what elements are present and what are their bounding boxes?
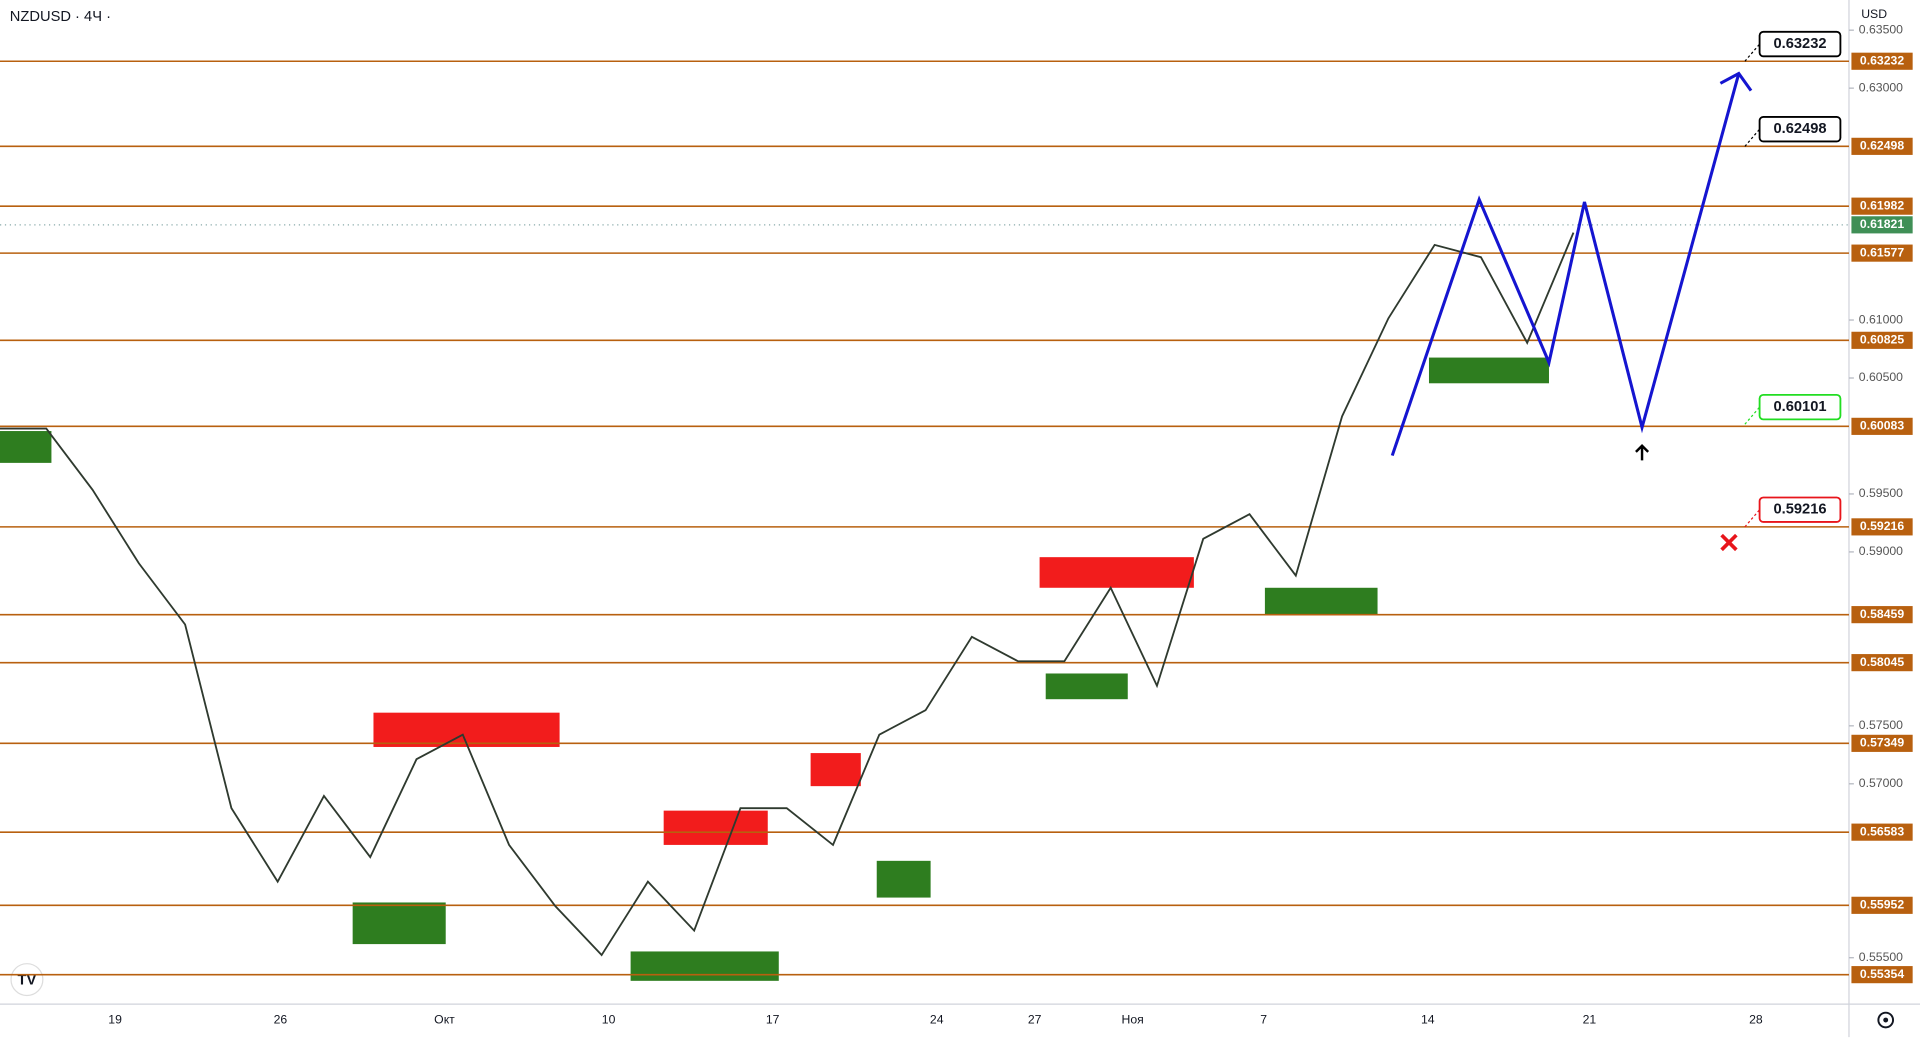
callout-label: 0.60101 <box>1773 399 1826 415</box>
y-tick-label: 0.57000 <box>1859 776 1903 790</box>
level-label: 0.62498 <box>1860 139 1904 153</box>
forecast-path <box>1390 73 1741 457</box>
level-label: 0.60083 <box>1860 419 1904 433</box>
level-label-bg <box>1851 197 1913 215</box>
callout-pointer <box>1744 43 1761 62</box>
svg-text:TV: TV <box>18 973 37 989</box>
level-label-bg <box>1851 518 1913 536</box>
logo: TV <box>10 963 44 997</box>
callout-box <box>1758 30 1842 58</box>
y-tick-label: 0.55500 <box>1859 950 1903 964</box>
x-tick-label: Ноя <box>1122 1012 1144 1026</box>
level-label: 0.55354 <box>1860 967 1904 981</box>
stop-mark <box>1720 533 1738 552</box>
level-label-bg <box>1851 52 1913 70</box>
level-label-bg <box>1851 654 1913 672</box>
level-label-bg <box>1851 137 1913 155</box>
callout-label: 0.63232 <box>1773 36 1826 52</box>
x-tick-label: 28 <box>1749 1012 1763 1026</box>
level-label: 0.63232 <box>1860 53 1904 67</box>
callout-pointer <box>1744 128 1761 147</box>
forecast-arrowhead <box>1719 71 1753 92</box>
x-tick-label: 26 <box>274 1012 288 1026</box>
x-tick-label: Окт <box>434 1012 455 1026</box>
callout-label: 0.59216 <box>1773 502 1826 518</box>
y-tick-label: 0.59500 <box>1859 486 1903 500</box>
y-tick-label: 0.57500 <box>1859 718 1903 732</box>
settings-button[interactable] <box>1877 1011 1895 1029</box>
callout-box <box>1758 116 1842 143</box>
level-label-bg <box>1851 823 1913 841</box>
y-tick-label: 0.63500 <box>1859 22 1903 36</box>
callout-pointer <box>1744 509 1761 528</box>
level-label-bg <box>1851 896 1913 914</box>
x-tick-label: 10 <box>602 1012 616 1026</box>
level-label: 0.58045 <box>1860 655 1904 669</box>
symbol: NZDUSD · 4Ч · <box>10 9 111 25</box>
x-tick-label: 17 <box>766 1012 780 1026</box>
current-price-label: 0.61821 <box>1860 217 1904 231</box>
level-label-bg <box>1851 417 1913 435</box>
y-tick-label: 0.59000 <box>1859 544 1903 558</box>
price-line <box>0 232 1575 957</box>
level-label: 0.57349 <box>1860 736 1904 750</box>
level-label-bg <box>1851 331 1913 349</box>
callout-pointer <box>1744 406 1761 425</box>
x-tick-label: 24 <box>930 1012 944 1026</box>
level-label: 0.61577 <box>1860 245 1904 259</box>
level-label-bg <box>1851 606 1913 624</box>
x-tick-label: 27 <box>1028 1012 1042 1026</box>
currency[interactable]: USD <box>1861 7 1887 21</box>
current-price-bg <box>1851 216 1913 234</box>
x-tick-label: 19 <box>108 1012 122 1026</box>
level-label-bg <box>1851 734 1913 752</box>
x-tick-label: 21 <box>1583 1012 1597 1026</box>
y-tick-label: 0.61000 <box>1859 312 1903 326</box>
callout-box <box>1758 393 1842 421</box>
level-label: 0.59216 <box>1860 519 1904 533</box>
level-label: 0.56583 <box>1860 824 1904 838</box>
level-label: 0.55952 <box>1860 898 1904 912</box>
x-tick-label: 14 <box>1421 1012 1435 1026</box>
level-label: 0.58459 <box>1860 607 1904 621</box>
up-arrow <box>1635 444 1650 461</box>
level-label-bg <box>1851 966 1913 984</box>
level-label: 0.61982 <box>1860 198 1904 212</box>
callout-box <box>1758 496 1842 523</box>
level-label: 0.60825 <box>1860 333 1904 347</box>
y-tick-label: 0.63000 <box>1859 80 1903 94</box>
x-tick-label: 7 <box>1260 1012 1267 1026</box>
zones <box>0 357 1549 981</box>
level-label-bg <box>1851 244 1913 262</box>
y-tick-label: 0.60500 <box>1859 370 1903 384</box>
callout-label: 0.62498 <box>1773 121 1826 137</box>
